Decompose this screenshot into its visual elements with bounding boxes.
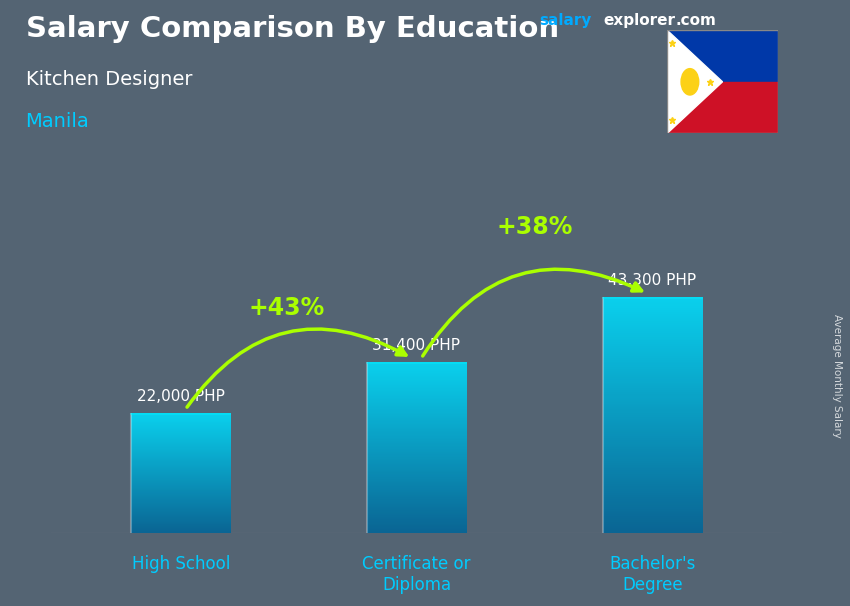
Text: salary: salary [540, 13, 592, 28]
Text: Salary Comparison By Education: Salary Comparison By Education [26, 15, 558, 43]
Polygon shape [667, 30, 722, 133]
Text: .com: .com [676, 13, 717, 28]
Text: explorer: explorer [604, 13, 676, 28]
Text: Kitchen Designer: Kitchen Designer [26, 70, 192, 88]
Circle shape [681, 68, 699, 95]
Text: Manila: Manila [26, 112, 89, 131]
Text: +43%: +43% [249, 296, 325, 321]
Text: 31,400 PHP: 31,400 PHP [372, 338, 461, 353]
Text: Average Monthly Salary: Average Monthly Salary [832, 314, 842, 438]
Text: 43,300 PHP: 43,300 PHP [609, 273, 696, 288]
Bar [667, 30, 778, 82]
Text: +38%: +38% [496, 215, 573, 239]
Bar [667, 82, 778, 133]
Text: 22,000 PHP: 22,000 PHP [137, 389, 224, 404]
